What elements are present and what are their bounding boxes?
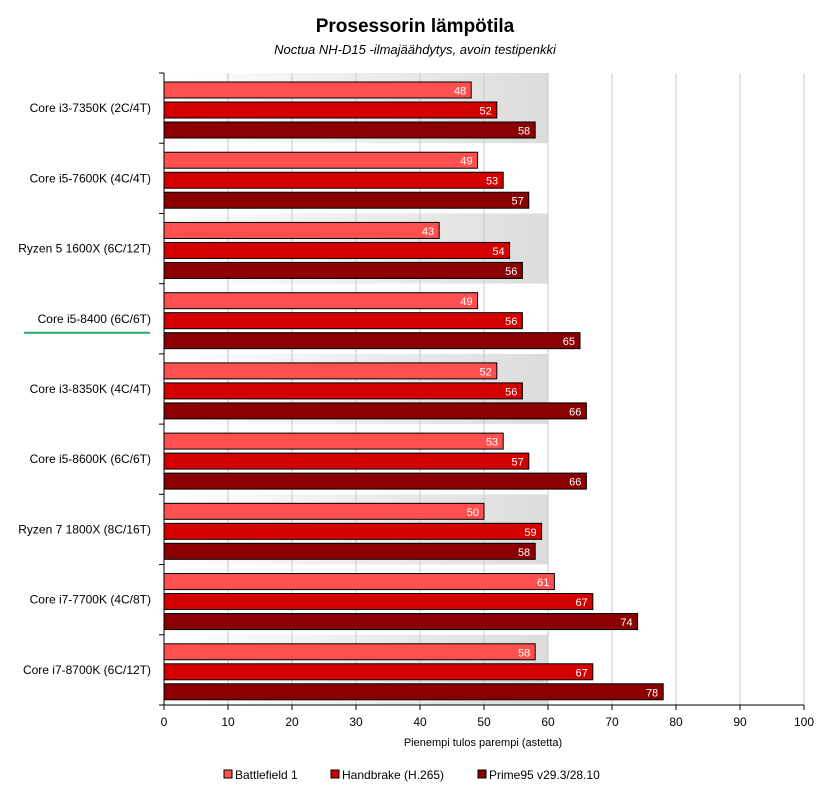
legend-label-prime95-v29-3-28-10: Prime95 v29.3/28.10 — [489, 768, 600, 782]
bar-core-i5-8400-6c-6t-battlefield-1 — [163, 292, 479, 310]
value-label-core-i5-8400-6c-6t-battlefield-1: 49 — [460, 296, 472, 308]
category-label-core-i5-7600k-4c-4t: Core i5-7600K (4C/4T) — [30, 171, 151, 185]
category-label-core-i3-7350k-2c-4t: Core i3-7350K (2C/4T) — [30, 101, 151, 115]
category-label-ryzen-5-1600x-6c-12t: Ryzen 5 1600X (6C/12T) — [18, 242, 151, 256]
legend-swatch-prime95-v29-3-28-10 — [477, 769, 487, 779]
bar-core-i5-8600k-6c-6t-battlefield-1 — [163, 432, 504, 450]
value-label-core-i7-8700k-6c-12t-handbrake-h-265: 67 — [576, 667, 588, 679]
x-tick-label-10: 10 — [221, 715, 235, 729]
bar-core-i7-8700k-6c-12t-prime95-v29-3-28-10 — [163, 683, 664, 701]
x-tick-label-20: 20 — [285, 715, 299, 729]
bar-core-i5-7600k-4c-4t-handbrake-h-265 — [163, 171, 504, 189]
legend: Battlefield 1 Handbrake (H.265) Prime95 v2… — [223, 768, 600, 782]
value-label-core-i5-7600k-4c-4t-battlefield-1: 49 — [460, 156, 472, 168]
bar-ryzen-7-1800x-8c-16t-battlefield-1 — [163, 502, 485, 520]
x-tick-label-50: 50 — [477, 715, 491, 729]
bar-ryzen-5-1600x-6c-12t-prime95-v29-3-28-10 — [163, 261, 523, 279]
bar-core-i7-7700k-4c-8t-handbrake-h-265 — [163, 593, 594, 611]
legend-swatch-battlefield-1 — [223, 769, 233, 779]
value-label-ryzen-5-1600x-6c-12t-prime95-v29-3-28-10: 56 — [505, 266, 517, 278]
x-tick-label-90: 90 — [733, 715, 747, 729]
category-label-core-i7-8700k-6c-12t: Core i7-8700K (6C/12T) — [23, 663, 151, 677]
value-label-core-i7-7700k-4c-8t-prime95-v29-3-28-10: 74 — [620, 617, 632, 629]
bar-core-i5-7600k-4c-4t-battlefield-1 — [163, 151, 479, 169]
value-label-ryzen-7-1800x-8c-16t-prime95-v29-3-28-10: 58 — [518, 547, 530, 559]
bar-core-i3-8350k-4c-4t-battlefield-1 — [163, 362, 498, 380]
bar-core-i5-8600k-6c-6t-handbrake-h-265 — [163, 452, 530, 470]
x-axis-title: Pienempi tulos parempi (astetta) — [404, 737, 562, 749]
bar-core-i5-8600k-6c-6t-prime95-v29-3-28-10 — [163, 472, 587, 490]
legend-label-handbrake-h-265: Handbrake (H.265) — [342, 768, 444, 782]
value-label-ryzen-7-1800x-8c-16t-battlefield-1: 50 — [467, 507, 479, 519]
value-label-core-i5-7600k-4c-4t-prime95-v29-3-28-10: 57 — [512, 196, 524, 208]
x-tick-label-0: 0 — [161, 715, 168, 729]
value-label-core-i5-8400-6c-6t-prime95-v29-3-28-10: 65 — [563, 336, 575, 348]
value-label-core-i3-7350k-2c-4t-battlefield-1: 48 — [454, 86, 466, 98]
bar-core-i3-7350k-2c-4t-prime95-v29-3-28-10 — [163, 121, 536, 139]
category-label-ryzen-7-1800x-8c-16t: Ryzen 7 1800X (8C/16T) — [18, 522, 151, 536]
x-axis-ticks: 0 10 20 30 40 50 60 70 80 90 100 — [161, 705, 814, 729]
x-tick-label-40: 40 — [413, 715, 427, 729]
category-label-core-i7-7700k-4c-8t: Core i7-7700K (4C/8T) — [30, 593, 151, 607]
category-label-core-i5-8600k-6c-6t: Core i5-8600K (6C/6T) — [30, 452, 151, 466]
category-labels: Core i3-7350K (2C/4T) Core i5-7600K (4C/4… — [18, 101, 151, 677]
value-label-core-i5-7600k-4c-4t-handbrake-h-265: 53 — [486, 176, 498, 188]
value-label-core-i3-8350k-4c-4t-prime95-v29-3-28-10: 66 — [569, 406, 581, 418]
value-label-core-i5-8600k-6c-6t-battlefield-1: 53 — [486, 437, 498, 449]
value-label-core-i5-8600k-6c-6t-handbrake-h-265: 57 — [512, 457, 524, 469]
value-label-core-i5-8400-6c-6t-handbrake-h-265: 56 — [505, 316, 517, 328]
x-tick-label-70: 70 — [605, 715, 619, 729]
bar-core-i5-8400-6c-6t-prime95-v29-3-28-10 — [163, 332, 581, 350]
value-label-ryzen-7-1800x-8c-16t-handbrake-h-265: 59 — [524, 527, 536, 539]
category-label-core-i3-8350k-4c-4t: Core i3-8350K (4C/4T) — [30, 382, 151, 396]
value-label-core-i3-8350k-4c-4t-handbrake-h-265: 56 — [505, 386, 517, 398]
x-tick-label-30: 30 — [349, 715, 363, 729]
bar-ryzen-5-1600x-6c-12t-handbrake-h-265 — [163, 241, 511, 259]
chart-title: Prosessorin lämpötila — [316, 16, 515, 37]
value-label-ryzen-5-1600x-6c-12t-handbrake-h-265: 54 — [492, 246, 504, 258]
bar-core-i7-7700k-4c-8t-prime95-v29-3-28-10 — [163, 613, 639, 631]
x-tick-label-80: 80 — [669, 715, 683, 729]
bar-core-i7-8700k-6c-12t-battlefield-1 — [163, 643, 536, 661]
bar-core-i5-8400-6c-6t-handbrake-h-265 — [163, 312, 523, 330]
bar-core-i3-7350k-2c-4t-battlefield-1 — [163, 81, 472, 99]
bar-ryzen-5-1600x-6c-12t-battlefield-1 — [163, 221, 440, 239]
bar-core-i3-8350k-4c-4t-prime95-v29-3-28-10 — [163, 402, 587, 420]
bars: 4852584953574354564956655256665357665059… — [163, 81, 664, 701]
bar-ryzen-7-1800x-8c-16t-prime95-v29-3-28-10 — [163, 542, 536, 560]
value-label-core-i3-7350k-2c-4t-handbrake-h-265: 52 — [480, 106, 492, 118]
legend-label-battlefield-1: Battlefield 1 — [235, 768, 298, 782]
value-label-core-i7-7700k-4c-8t-handbrake-h-265: 67 — [576, 597, 588, 609]
bar-core-i3-7350k-2c-4t-handbrake-h-265 — [163, 101, 498, 119]
bar-core-i5-7600k-4c-4t-prime95-v29-3-28-10 — [163, 191, 530, 209]
bar-core-i7-7700k-4c-8t-battlefield-1 — [163, 573, 555, 591]
legend-swatch-handbrake-h-265 — [330, 769, 340, 779]
x-tick-label-60: 60 — [541, 715, 555, 729]
bar-core-i3-8350k-4c-4t-handbrake-h-265 — [163, 382, 523, 400]
value-label-core-i7-7700k-4c-8t-battlefield-1: 61 — [537, 577, 549, 589]
value-label-ryzen-5-1600x-6c-12t-battlefield-1: 43 — [422, 226, 434, 238]
category-label-core-i5-8400-6c-6t: Core i5-8400 (6C/6T) — [38, 312, 151, 326]
x-tick-label-100: 100 — [794, 715, 814, 729]
value-label-core-i3-8350k-4c-4t-battlefield-1: 52 — [480, 366, 492, 378]
value-label-core-i5-8600k-6c-6t-prime95-v29-3-28-10: 66 — [569, 477, 581, 489]
value-label-core-i7-8700k-6c-12t-battlefield-1: 58 — [518, 647, 530, 659]
chart-subtitle: Noctua NH-D15 -ilmajäähdytys, avoin test… — [274, 42, 557, 57]
value-label-core-i7-8700k-6c-12t-prime95-v29-3-28-10: 78 — [646, 687, 658, 699]
bar-core-i7-8700k-6c-12t-handbrake-h-265 — [163, 663, 594, 681]
value-label-core-i3-7350k-2c-4t-prime95-v29-3-28-10: 58 — [518, 126, 530, 138]
bar-ryzen-7-1800x-8c-16t-handbrake-h-265 — [163, 522, 543, 540]
